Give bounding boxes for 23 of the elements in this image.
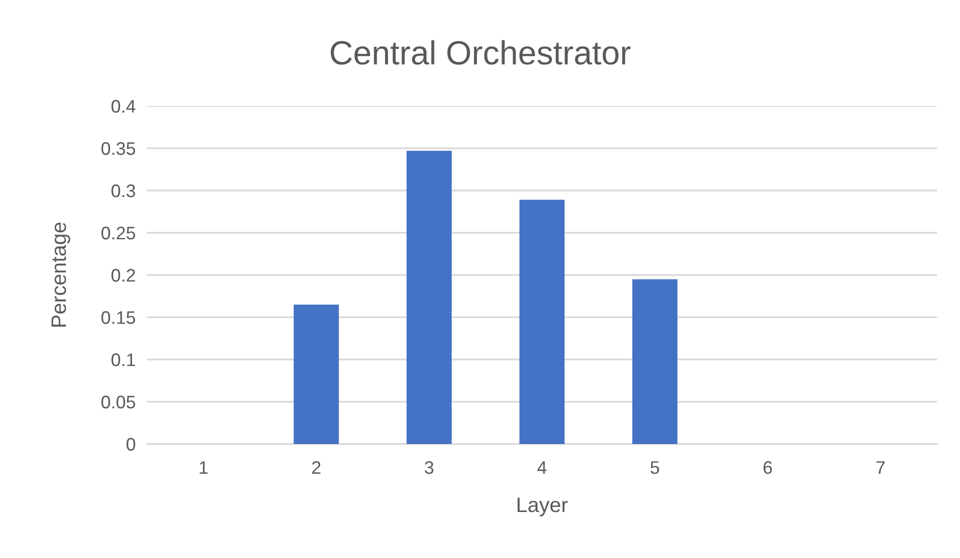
x-tick-label: 3 <box>424 461 434 474</box>
y-tick-label: 0.15 <box>101 311 136 324</box>
x-tick-label: 7 <box>876 461 885 474</box>
y-tick-label: 0.3 <box>111 184 136 198</box>
y-tick-label: 0.1 <box>111 353 136 366</box>
y-tick-label: 0.25 <box>101 226 136 240</box>
bar <box>406 150 452 444</box>
y-axis-title: Percentage <box>52 222 70 327</box>
y-tick-label: 0.35 <box>101 142 136 155</box>
x-tick-label: 5 <box>650 461 660 474</box>
y-tick-label: 0 <box>126 438 136 451</box>
x-tick-label: 1 <box>200 461 208 474</box>
bar <box>632 279 678 444</box>
bar <box>294 304 339 444</box>
bar <box>519 200 565 444</box>
x-tick-label: 4 <box>537 461 546 474</box>
y-tick-label: 0.05 <box>101 396 136 408</box>
y-tick-label: 0.4 <box>111 100 136 113</box>
x-tick-label: 6 <box>764 461 772 474</box>
y-tick-label: 0.2 <box>111 268 135 282</box>
x-axis-title: Layer <box>518 498 568 516</box>
x-tick-label: 2 <box>312 461 320 474</box>
chart-title: Central Orchestrator <box>330 40 630 65</box>
